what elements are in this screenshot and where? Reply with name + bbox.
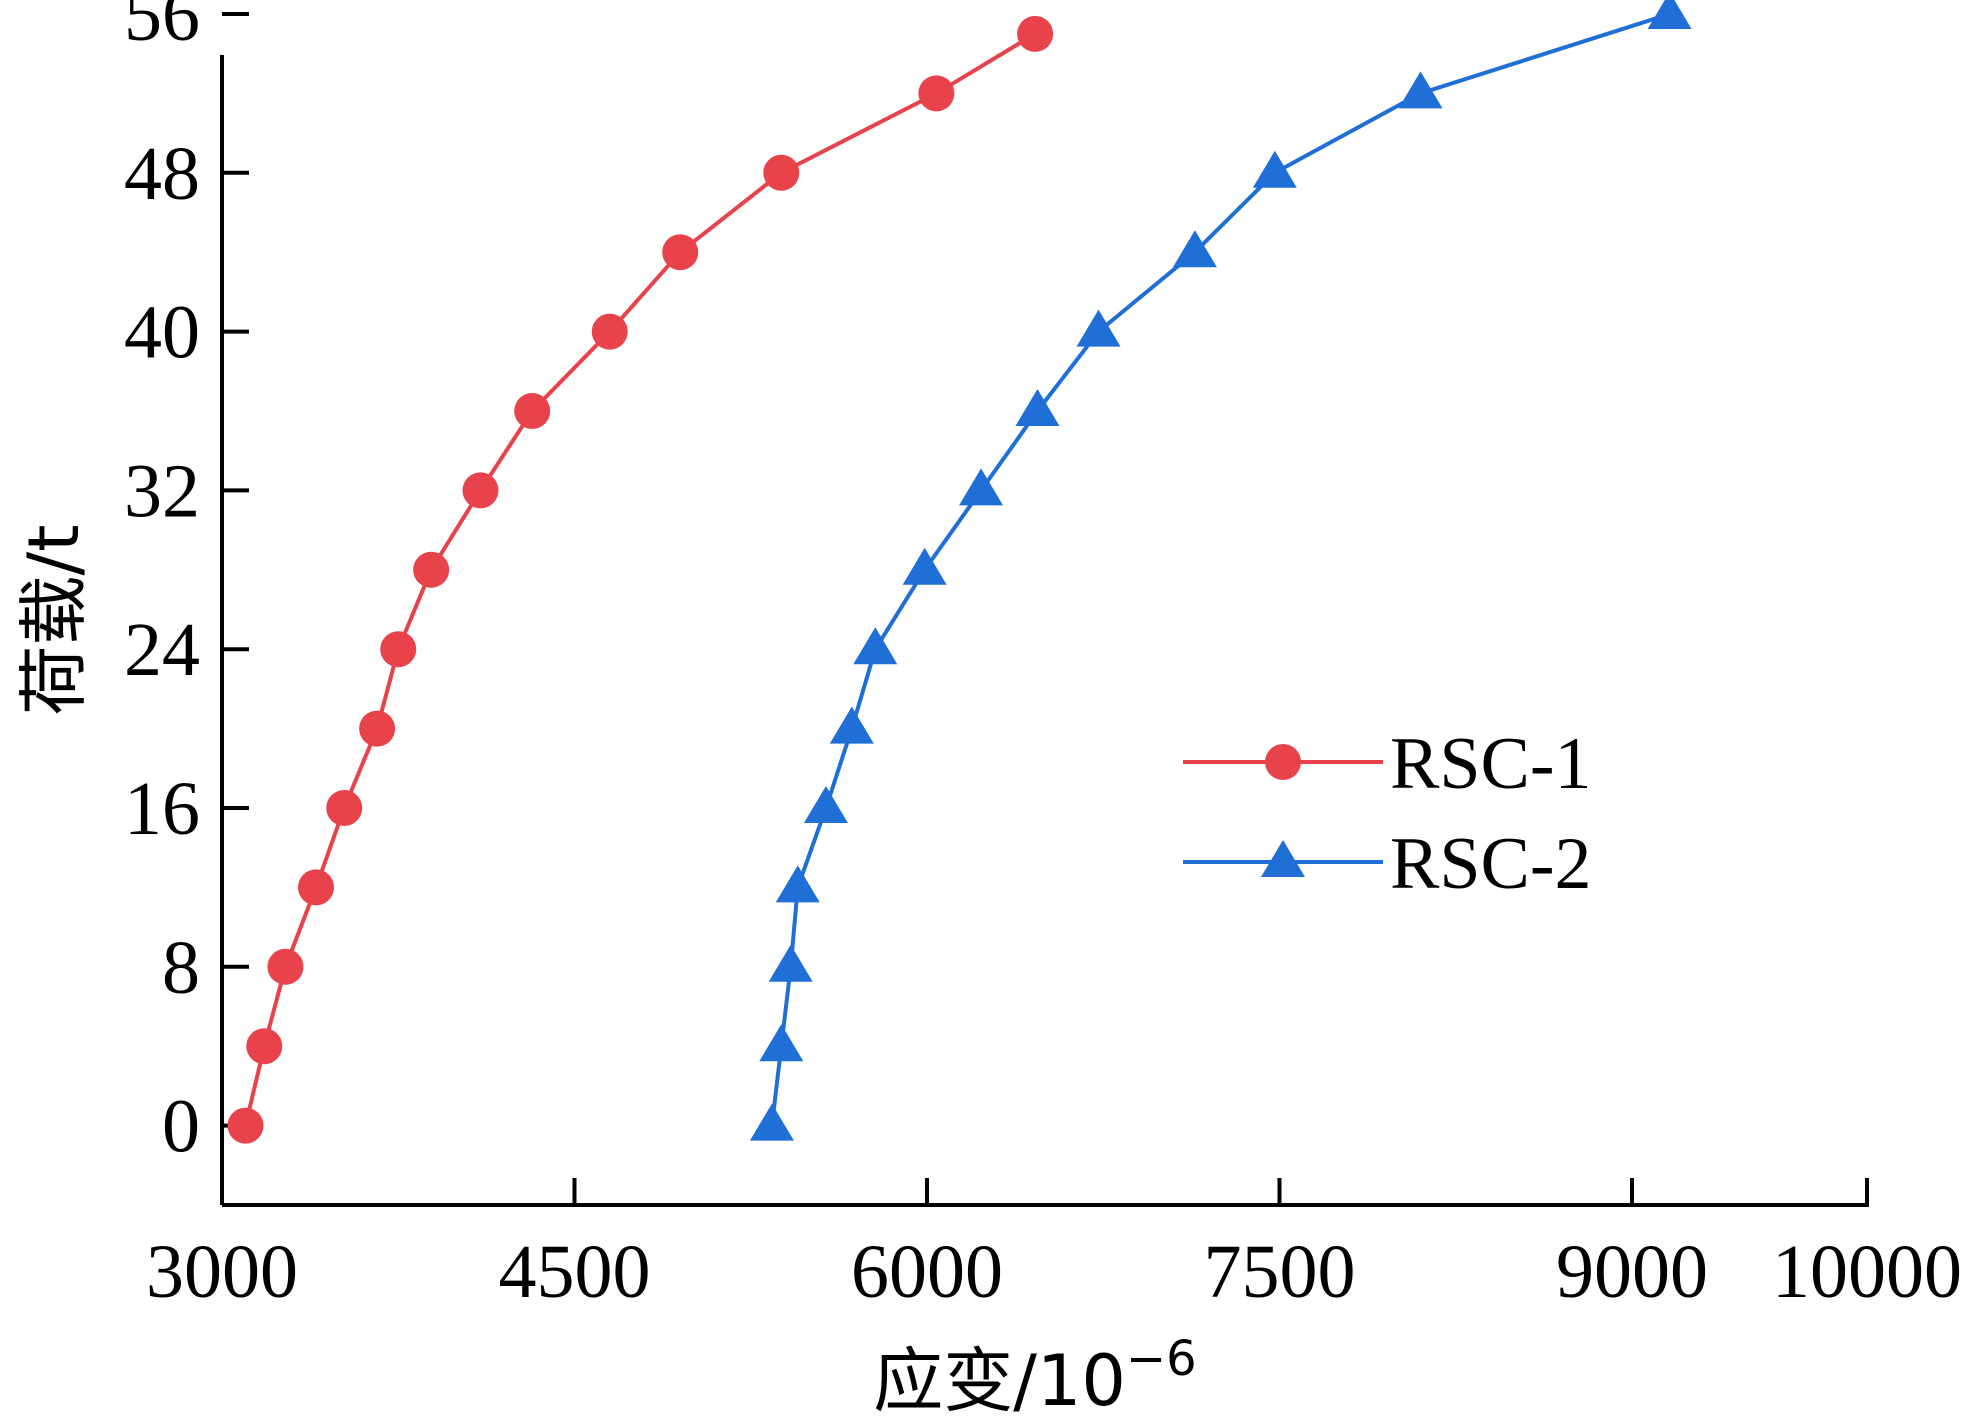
data-point-rsc-1-0 (227, 1107, 264, 1144)
data-point-rsc-1-7 (413, 551, 450, 588)
x-tick-label-10000: 10000 (1772, 1230, 1962, 1314)
data-point-rsc-1-4 (326, 790, 363, 826)
data-point-rsc-2-14 (1647, 0, 1692, 29)
series-line-rsc-2 (769, 12, 1671, 1126)
x-tick-label-9000: 9000 (1556, 1230, 1708, 1314)
data-point-rsc-1-2 (267, 948, 304, 985)
y-ticks: 0 8 16 24 32 40 48 56 (124, 0, 249, 1169)
data-point-rsc-2-1 (759, 1024, 804, 1062)
axes (220, 55, 1869, 1207)
data-point-rsc-1-3 (298, 869, 334, 906)
legend-label-rsc-1: RSC-1 (1390, 723, 1592, 805)
x-axis-line (222, 1178, 1869, 1207)
data-point-rsc-2-4 (803, 786, 848, 823)
data-point-rsc-2-9 (1015, 389, 1060, 426)
legend-marker-rsc-1 (1265, 744, 1301, 780)
series-layer (227, 0, 1692, 1144)
series-rsc-1 (227, 15, 1054, 1144)
x-axis-title-main: 应变/10 (873, 1340, 1126, 1422)
data-point-rsc-2-7 (902, 547, 947, 585)
data-point-rsc-1-12 (763, 154, 800, 191)
y-tick-label-8: 8 (162, 926, 200, 1010)
data-point-rsc-2-12 (1252, 150, 1297, 188)
data-point-rsc-1-5 (359, 710, 396, 747)
x-tick-label-4500: 4500 (499, 1230, 651, 1314)
y-tick-label-0: 0 (162, 1085, 200, 1169)
data-point-rsc-2-3 (775, 865, 820, 903)
data-point-rsc-2-0 (749, 1103, 794, 1141)
x-tick-label-6000: 6000 (851, 1230, 1003, 1314)
data-point-rsc-1-6 (380, 631, 417, 668)
data-point-rsc-1-9 (514, 393, 551, 429)
x-ticks: 3000 4500 6000 7500 9000 10000 (146, 1178, 1962, 1314)
data-point-rsc-2-11 (1172, 230, 1217, 268)
x-axis-title-exponent: −6 (1126, 1331, 1197, 1387)
x-axis-title: 应变/10−6 (873, 1331, 1196, 1422)
data-point-rsc-1-8 (462, 472, 499, 509)
y-tick-label-56: 56 (124, 0, 200, 57)
data-point-rsc-1-10 (591, 313, 628, 350)
data-point-rsc-2-8 (959, 468, 1004, 506)
y-tick-label-32: 32 (124, 449, 200, 533)
data-point-rsc-1-13 (918, 75, 955, 112)
data-point-rsc-2-13 (1398, 71, 1443, 109)
y-tick-label-48: 48 (124, 132, 200, 216)
data-point-rsc-1-11 (662, 234, 699, 271)
legend-marker-rsc-2 (1261, 840, 1305, 877)
legend: RSC-1 RSC-2 (1183, 723, 1592, 905)
data-point-rsc-2-6 (853, 627, 898, 665)
data-point-rsc-2-5 (829, 706, 874, 744)
data-point-rsc-1-14 (1017, 15, 1054, 52)
x-tick-label-3000: 3000 (146, 1230, 298, 1314)
legend-label-rsc-2: RSC-2 (1390, 823, 1592, 905)
y-tick-label-16: 16 (124, 767, 200, 851)
y-axis-title: 荷载/t (13, 524, 95, 715)
x-tick-label-7500: 7500 (1204, 1230, 1356, 1314)
data-point-rsc-2-2 (768, 944, 813, 982)
y-tick-label-40: 40 (124, 291, 200, 375)
data-point-rsc-2-10 (1076, 309, 1121, 347)
data-point-rsc-1-1 (246, 1028, 283, 1065)
y-tick-label-24: 24 (124, 608, 200, 692)
series-rsc-2 (749, 0, 1692, 1141)
